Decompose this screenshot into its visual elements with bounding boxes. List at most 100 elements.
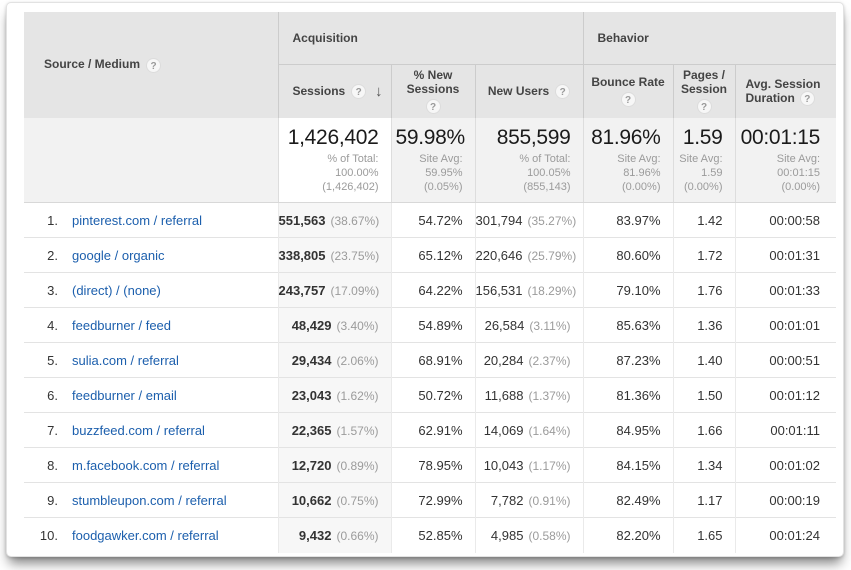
column-header-bounce-rate[interactable]: Bounce Rate ? [582, 63, 673, 118]
sessions-cell: 48,429 (3.40%) [277, 307, 391, 343]
new-sessions-cell: 54.89% [390, 307, 475, 343]
column-header-pages-session[interactable]: Pages / Session ? [672, 63, 735, 118]
new-users-value: 20,284 [483, 352, 524, 368]
bounce-rate-label: Bounce Rate [591, 75, 665, 90]
total-sessions-subtext: % of Total: 100.00% (1,426,402) [322, 153, 379, 193]
column-header-new-sessions[interactable]: % New Sessions ? [390, 63, 475, 118]
pages-session-label-line1: Pages / [682, 68, 726, 83]
table-row: 5. sulia.com / referral 29,434 (2.06%) 68.… [24, 342, 836, 378]
group-header-acquisition: Acquisition [277, 12, 583, 64]
source-medium-link[interactable]: stumbleupon.com / referral [72, 492, 227, 508]
help-icon[interactable]: ? [351, 83, 367, 99]
pages-session-value: 1.36 [697, 317, 723, 333]
total-new-sessions-subtext: Site Avg: 59.95% (0.05%) [419, 153, 463, 193]
help-icon[interactable]: ? [799, 90, 815, 106]
new-sessions-value: 72.99% [418, 492, 463, 508]
pages-session-cell: 1.66 [672, 412, 735, 448]
bounce-rate-value: 82.49% [616, 492, 661, 508]
source-medium-link[interactable]: google / organic [72, 247, 165, 263]
pages-session-cell: 1.50 [672, 377, 735, 413]
bounce-rate-cell: 80.60% [582, 237, 673, 273]
new-sessions-cell: 78.95% [390, 447, 475, 483]
source-medium-link[interactable]: buzzfeed.com / referral [72, 422, 205, 438]
new-users-cell: 4,985 (0.58%) [474, 517, 583, 553]
pages-session-value: 1.17 [697, 492, 723, 508]
sessions-percent: (1.57%) [336, 423, 379, 438]
row-rank: 1. [47, 212, 58, 228]
new-users-cell: 220,646 (25.79%) [474, 237, 583, 273]
row-rank: 5. [47, 352, 58, 368]
help-icon[interactable]: ? [620, 92, 636, 108]
column-header-source-medium[interactable]: Source / Medium? [24, 12, 278, 118]
source-medium-link[interactable]: foodgawker.com / referral [72, 527, 219, 543]
pages-session-cell: 1.65 [672, 517, 735, 553]
sessions-percent: (2.06%) [336, 353, 379, 368]
total-pages-session-value: 1.59 [682, 126, 723, 149]
new-sessions-cell: 65.12% [390, 237, 475, 273]
total-bounce-rate-value: 81.96% [591, 126, 661, 149]
new-users-percent: (1.64%) [528, 423, 571, 438]
pages-session-cell: 1.42 [672, 202, 735, 238]
table-row: 3. (direct) / (none) 243,757 (17.09%) 64.2… [24, 272, 836, 308]
column-header-sessions[interactable]: Sessions? ↓ [277, 63, 391, 118]
new-users-percent: (25.79%) [527, 248, 577, 263]
sessions-cell: 243,757 (17.09%) [277, 272, 391, 308]
bounce-rate-cell: 84.95% [582, 412, 673, 448]
totals-bounce-rate-cell: 81.96% Site Avg: 81.96% (0.00%) [582, 118, 673, 203]
source-medium-link[interactable]: (direct) / (none) [72, 282, 161, 298]
source-medium-link[interactable]: sulia.com / referral [72, 352, 179, 368]
avg-duration-cell: 00:01:33 [734, 272, 836, 308]
help-icon[interactable]: ? [425, 99, 441, 115]
dimension-cell: 1. pinterest.com / referral [24, 202, 278, 238]
bounce-rate-value: 80.60% [616, 247, 661, 263]
row-rank: 7. [47, 422, 58, 438]
source-medium-link[interactable]: m.facebook.com / referral [72, 457, 220, 473]
group-header-behavior: Behavior [582, 12, 836, 64]
new-sessions-label-line1: % New [413, 68, 453, 83]
new-sessions-value: 78.95% [418, 457, 463, 473]
table-row: 6. feedburner / email 23,043 (1.62%) 50.72… [24, 377, 836, 413]
help-icon[interactable]: ? [696, 99, 712, 115]
avg-duration-cell: 00:00:58 [734, 202, 836, 238]
source-medium-link[interactable]: feedburner / email [72, 387, 177, 403]
avg-duration-cell: 00:00:51 [734, 342, 836, 378]
sort-descending-icon[interactable]: ↓ [375, 82, 383, 100]
sessions-value: 551,563 [278, 212, 326, 228]
table-row: 1. pinterest.com / referral 551,563 (38.67… [24, 202, 836, 238]
new-users-value: 4,985 [490, 527, 524, 543]
sessions-value: 48,429 [291, 317, 332, 333]
new-users-cell: 14,069 (1.64%) [474, 412, 583, 448]
bounce-rate-value: 85.63% [616, 317, 661, 333]
pages-session-value: 1.40 [697, 352, 723, 368]
avg-duration-cell: 00:01:11 [734, 412, 836, 448]
help-icon[interactable]: ? [555, 83, 571, 99]
new-sessions-value: 54.72% [418, 212, 463, 228]
new-users-cell: 10,043 (1.17%) [474, 447, 583, 483]
pages-session-cell: 1.72 [672, 237, 735, 273]
pages-session-cell: 1.76 [672, 272, 735, 308]
column-header-avg-session-duration[interactable]: Avg. Session Duration? [734, 63, 837, 118]
avg-duration-value: 00:00:58 [769, 212, 820, 228]
new-users-value: 11,688 [484, 387, 524, 403]
column-header-new-users[interactable]: New Users? [474, 63, 583, 118]
pages-session-value: 1.72 [697, 247, 723, 263]
avg-duration-value: 00:00:51 [769, 352, 820, 368]
help-icon[interactable]: ? [146, 57, 162, 73]
avg-duration-cell: 00:01:12 [734, 377, 836, 413]
new-users-cell: 11,688 (1.37%) [474, 377, 583, 413]
avg-session-duration-label-line2: Duration? [746, 91, 837, 106]
sessions-cell: 29,434 (2.06%) [277, 342, 391, 378]
totals-new-users-cell: 855,599 % of Total: 100.05% (855,143) [474, 118, 583, 203]
total-sessions-value: 1,426,402 [287, 126, 379, 149]
avg-duration-value: 00:01:33 [769, 282, 820, 298]
avg-duration-value: 00:01:12 [769, 387, 820, 403]
pages-session-cell: 1.34 [672, 447, 735, 483]
source-medium-link[interactable]: feedburner / feed [72, 317, 172, 333]
avg-duration-value: 00:01:24 [769, 527, 820, 543]
new-users-value: 10,043 [483, 457, 524, 473]
new-users-value: 156,531 [475, 282, 523, 298]
total-avg-duration-subtext: Site Avg: 00:01:15 (0.00%) [776, 153, 820, 193]
source-medium-link[interactable]: pinterest.com / referral [72, 212, 203, 228]
table-row: 2. google / organic 338,805 (23.75%) 65.12… [24, 237, 836, 273]
source-medium-label: Source / Medium [44, 57, 141, 72]
